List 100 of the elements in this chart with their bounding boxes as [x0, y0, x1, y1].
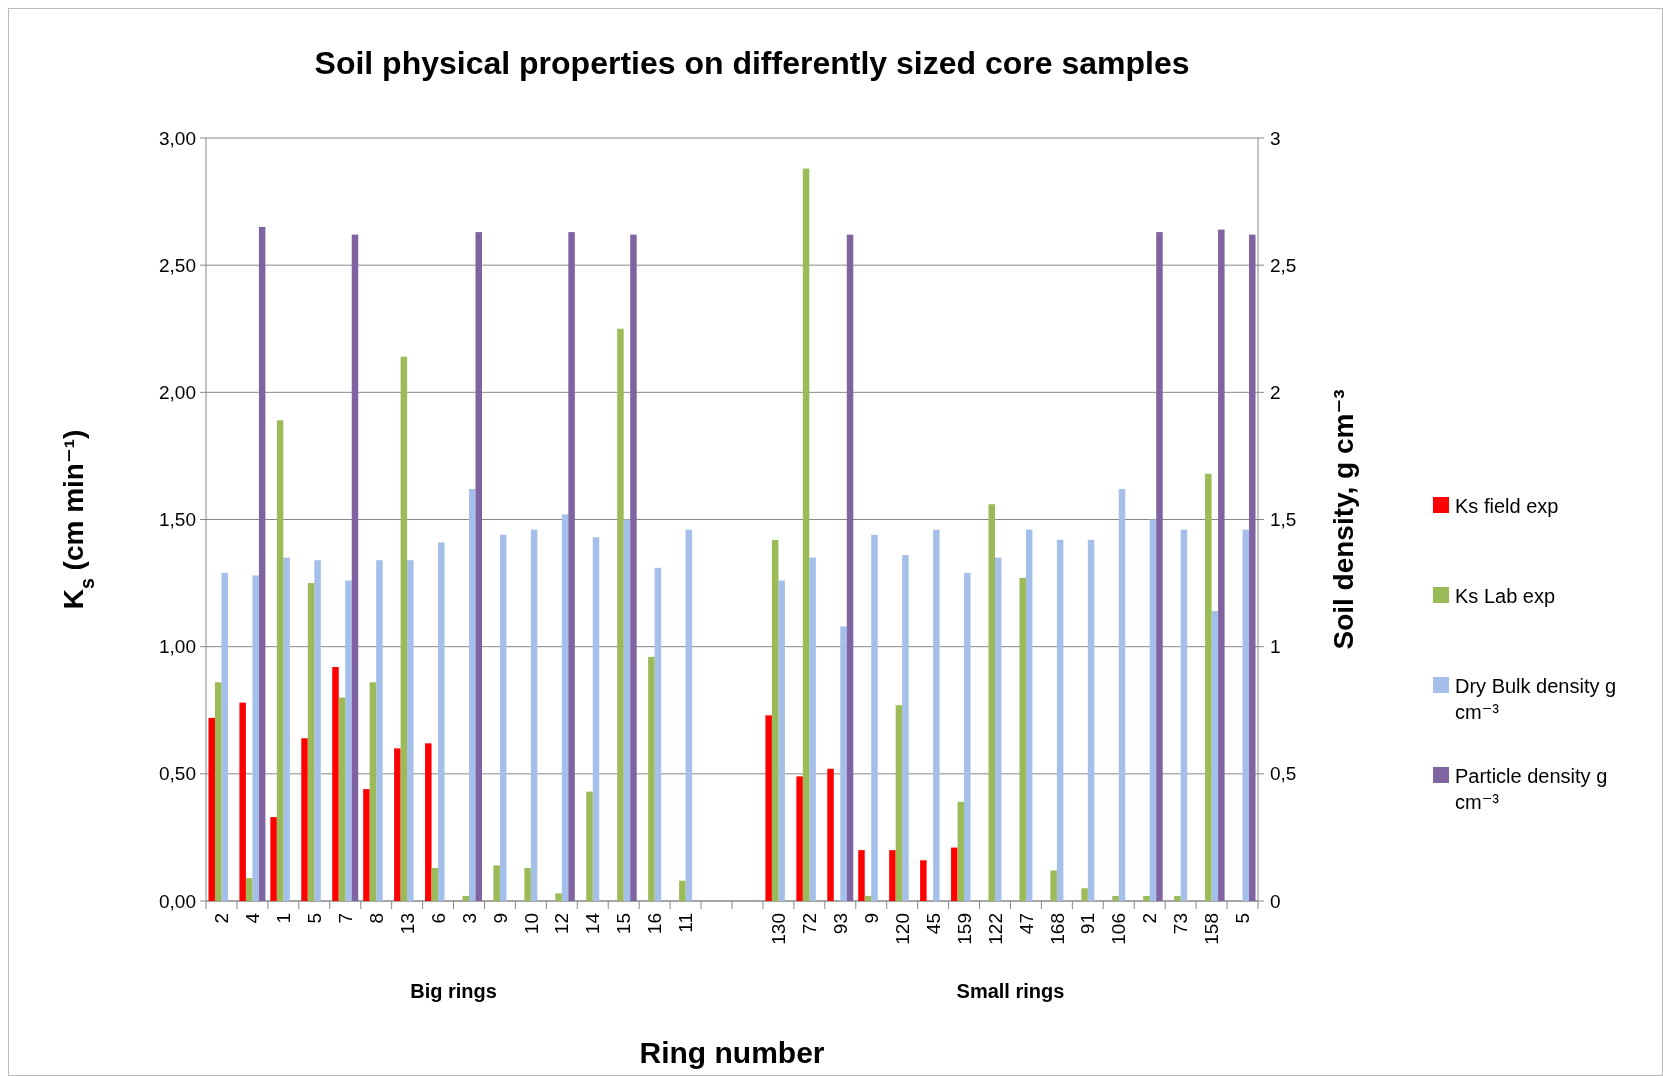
y2-axis-title: Soil density, g cm⁻³: [1328, 389, 1359, 650]
bar: [245, 878, 253, 901]
bar: [351, 234, 359, 901]
bar: [1249, 234, 1256, 901]
x-tick-label: 1: [273, 913, 294, 924]
y-tick-label: 2,00: [159, 381, 196, 403]
chart-title: Soil physical properties on differently sized core samples: [314, 45, 1190, 81]
bar: [431, 867, 439, 901]
bar: [846, 234, 854, 901]
bar: [555, 893, 562, 901]
y2-tick-label: 0: [1270, 890, 1281, 912]
y2-tick-label: 1: [1270, 636, 1281, 658]
x-tick-label: 12: [551, 913, 573, 935]
legend-label: Ks field exp: [1455, 495, 1559, 517]
x-tick-label: 11: [675, 913, 697, 933]
y2-tick-label: 1,5: [1270, 509, 1297, 531]
bar: [208, 717, 215, 901]
bar: [493, 865, 500, 901]
text: Big rings: [410, 980, 497, 1002]
x-tick-label: 2: [211, 913, 233, 924]
bar: [1218, 229, 1225, 901]
x-tick-label: 45: [922, 913, 944, 935]
x-tick-label: 16: [644, 913, 666, 935]
bar: [469, 488, 476, 901]
bar: [592, 537, 600, 901]
x-tick-label: 8: [365, 913, 387, 924]
y2-tick-label: 2,5: [1270, 254, 1297, 276]
x-tick-label: 73: [1170, 913, 1192, 935]
y-tick-label: 2,50: [159, 254, 196, 276]
y-tick-label: 1,50: [159, 509, 196, 531]
bar: [301, 738, 308, 901]
bar: [1156, 232, 1163, 901]
bar: [1056, 539, 1064, 901]
x-tick-label: 7: [334, 913, 356, 924]
bar: [679, 880, 686, 901]
x-tick-label: 2: [1139, 913, 1161, 924]
legend-label: Ks Lab exp: [1455, 585, 1556, 607]
bar: [957, 801, 965, 901]
y-tick-label: 3,00: [159, 127, 196, 149]
x-tick-label: 3: [458, 913, 480, 924]
bar: [462, 895, 469, 901]
bar: [796, 776, 803, 901]
x-tick-label: 47: [1015, 913, 1037, 935]
y2-tick-label: 3: [1270, 127, 1281, 149]
bar: [252, 575, 259, 901]
x-tick-label: 122: [984, 913, 1006, 945]
x-tick-label: 5: [1232, 913, 1254, 924]
bar: [425, 743, 432, 901]
bar: [524, 867, 531, 901]
bar: [858, 850, 865, 901]
y2-tick-label: 0,5: [1270, 763, 1297, 785]
bar: [827, 768, 834, 901]
x-tick-label: 9: [489, 913, 511, 924]
bar: [1118, 488, 1126, 901]
x-tick-label: 93: [829, 913, 851, 935]
x-tick-label: 106: [1108, 913, 1130, 945]
x-tick-label: 5: [303, 913, 325, 924]
bar: [332, 667, 339, 901]
bar: [802, 168, 810, 901]
bar: [964, 572, 971, 901]
bar: [394, 748, 401, 901]
bar: [363, 789, 370, 901]
bar: [765, 715, 772, 901]
x-tick-label: 159: [953, 913, 975, 945]
bar: [1081, 888, 1088, 901]
x-axis-title: Ring number: [639, 1036, 825, 1069]
x-tick-label: 10: [520, 913, 542, 935]
x-tick-label: 91: [1077, 913, 1099, 935]
x-tick-label: 15: [613, 913, 635, 935]
x-tick-label: 130: [768, 913, 790, 945]
bar: [1242, 529, 1250, 901]
bar: [685, 529, 693, 901]
x-tick-label: 120: [891, 913, 913, 945]
text: Small rings: [956, 980, 1065, 1002]
x-tick-label: 158: [1201, 913, 1223, 945]
bar: [871, 534, 878, 901]
bar: [561, 514, 569, 901]
y-tick-label: 0,00: [159, 890, 196, 912]
bar: [239, 702, 246, 901]
bar: [270, 817, 277, 901]
bar: [933, 529, 940, 901]
x-tick-label: 6: [427, 913, 449, 924]
y-tick-label: 1,00: [159, 636, 196, 658]
bar: [1087, 539, 1095, 901]
bar: [1050, 870, 1057, 901]
legend-label: Particle density g cm⁻³: [1455, 765, 1608, 813]
bar: [530, 529, 538, 901]
bar: [1180, 529, 1188, 901]
bar: [951, 847, 958, 901]
bar: [586, 791, 593, 901]
bar: [920, 860, 927, 901]
bar: [1174, 895, 1181, 901]
bar: [864, 895, 872, 901]
bar: [475, 232, 482, 901]
bar: [568, 232, 575, 901]
y2-tick-label: 2: [1270, 381, 1281, 403]
x-tick-label: 72: [799, 913, 820, 935]
bar: [438, 542, 445, 901]
bar: [630, 234, 637, 901]
x-tick-label: 14: [582, 912, 604, 935]
